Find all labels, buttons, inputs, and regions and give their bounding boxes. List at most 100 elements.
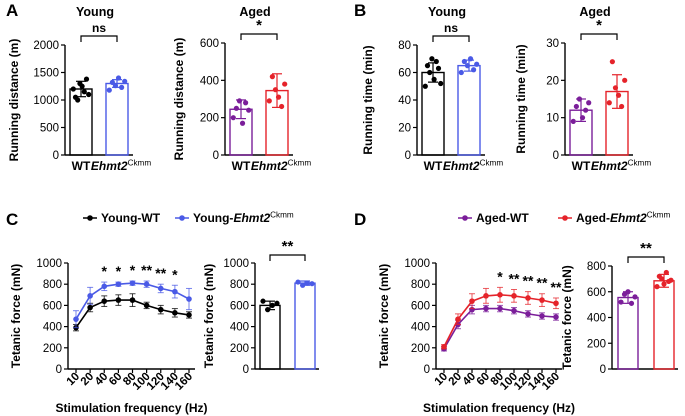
data-point [282,81,288,87]
significance-star: ** [509,271,520,287]
data-point [632,294,638,300]
significance-bracket [240,33,278,40]
bar-ko [457,64,481,156]
significance-star: ** [141,262,152,278]
bar-ko [294,282,316,370]
data-point [461,58,467,65]
series-point [497,305,503,312]
data-point [233,105,239,111]
data-point [275,94,282,100]
legend-marker [462,215,468,221]
x-axis-label: Stimulation frequency (Hz) [423,401,575,415]
y-axis-label: Tetanic force (mN) [202,264,216,368]
series-point [525,311,531,317]
data-point [239,120,246,126]
data-point [119,84,125,90]
series-point [172,310,178,316]
panel-letter-d: D [354,210,366,229]
data-point [435,65,442,71]
significance-bracket [627,256,665,263]
data-point [260,298,266,304]
chart-title: Aged [579,5,610,19]
x-tick-label-wt: WT [572,159,591,173]
series-point [483,305,489,312]
data-point [424,63,431,69]
series-point [115,297,122,303]
data-point [427,69,433,76]
bar-wt [259,304,281,370]
y-tick-label: 200 [587,338,606,350]
significance-label: ns [92,21,106,35]
chart-title: Young [428,5,466,19]
y-tick-label: 600 [230,300,249,312]
data-point [619,103,625,110]
data-point [586,100,592,106]
significance-bracket [580,33,618,40]
data-point [122,78,128,84]
y-tick-label: 400 [587,313,606,325]
data-point [266,98,272,104]
data-point [83,76,90,82]
chart-title: Young [76,5,114,19]
y-tick-label: 600 [411,300,430,312]
series-point [101,283,108,290]
y-axis-label: Running distance (m) [7,39,21,162]
data-point [243,100,249,106]
significance-star: ** [537,275,548,291]
data-point [106,87,112,93]
y-tick-label: 1000 [223,258,249,270]
data-point [576,96,583,102]
data-point [467,56,474,62]
series-point [129,297,136,303]
legend-marker [87,215,93,221]
data-point [304,280,310,286]
bar-wt [69,88,93,156]
significance-star: * [172,266,178,282]
y-tick-label: 200 [230,343,249,355]
series-point [87,293,93,299]
y-tick-label: 500 [40,123,59,135]
y-axis-label: Running time (min) [514,44,528,153]
y-tick-label: 40 [398,95,411,107]
y-tick-label: 400 [200,75,219,87]
data-point [438,80,444,87]
y-tick-label: 400 [230,322,249,334]
y-tick-label: 800 [43,279,62,291]
significance-star: * [130,262,136,278]
y-axis-label: Tetanic force (mN) [560,265,574,369]
series-point [469,298,475,304]
x-tick-label: 160 [540,371,562,393]
x-tick-label: 160 [173,371,195,393]
significance-label: ns [444,21,458,35]
panel-letter-a: A [6,1,18,20]
series-point [539,297,545,303]
data-point [236,98,243,104]
significance-label: ** [640,240,652,257]
data-point [622,77,628,83]
data-point [583,107,589,113]
x-tick-label-ko: Ehmt2Ckmm [591,158,651,173]
data-point [615,92,622,98]
data-point [81,89,87,95]
significance-label: * [596,17,602,34]
data-point [269,302,275,308]
y-tick-label: 30 [546,38,559,50]
y-tick-label: 1000 [404,258,430,270]
series-point [455,316,461,322]
series-point [143,281,150,288]
y-tick-label: 1500 [33,68,59,80]
data-point [246,107,252,113]
data-point [429,56,435,62]
data-point [628,300,635,306]
series-point [186,296,192,302]
x-tick-label-wt: WT [424,159,443,173]
panel-letter-b: B [354,1,366,20]
data-point [609,59,615,65]
panel-letter-c: C [6,210,18,229]
bar-ko [105,82,129,156]
series-point [157,285,164,292]
y-tick-label: 400 [43,322,62,334]
significance-label: ** [282,238,294,255]
y-tick-label: 60 [398,68,411,80]
